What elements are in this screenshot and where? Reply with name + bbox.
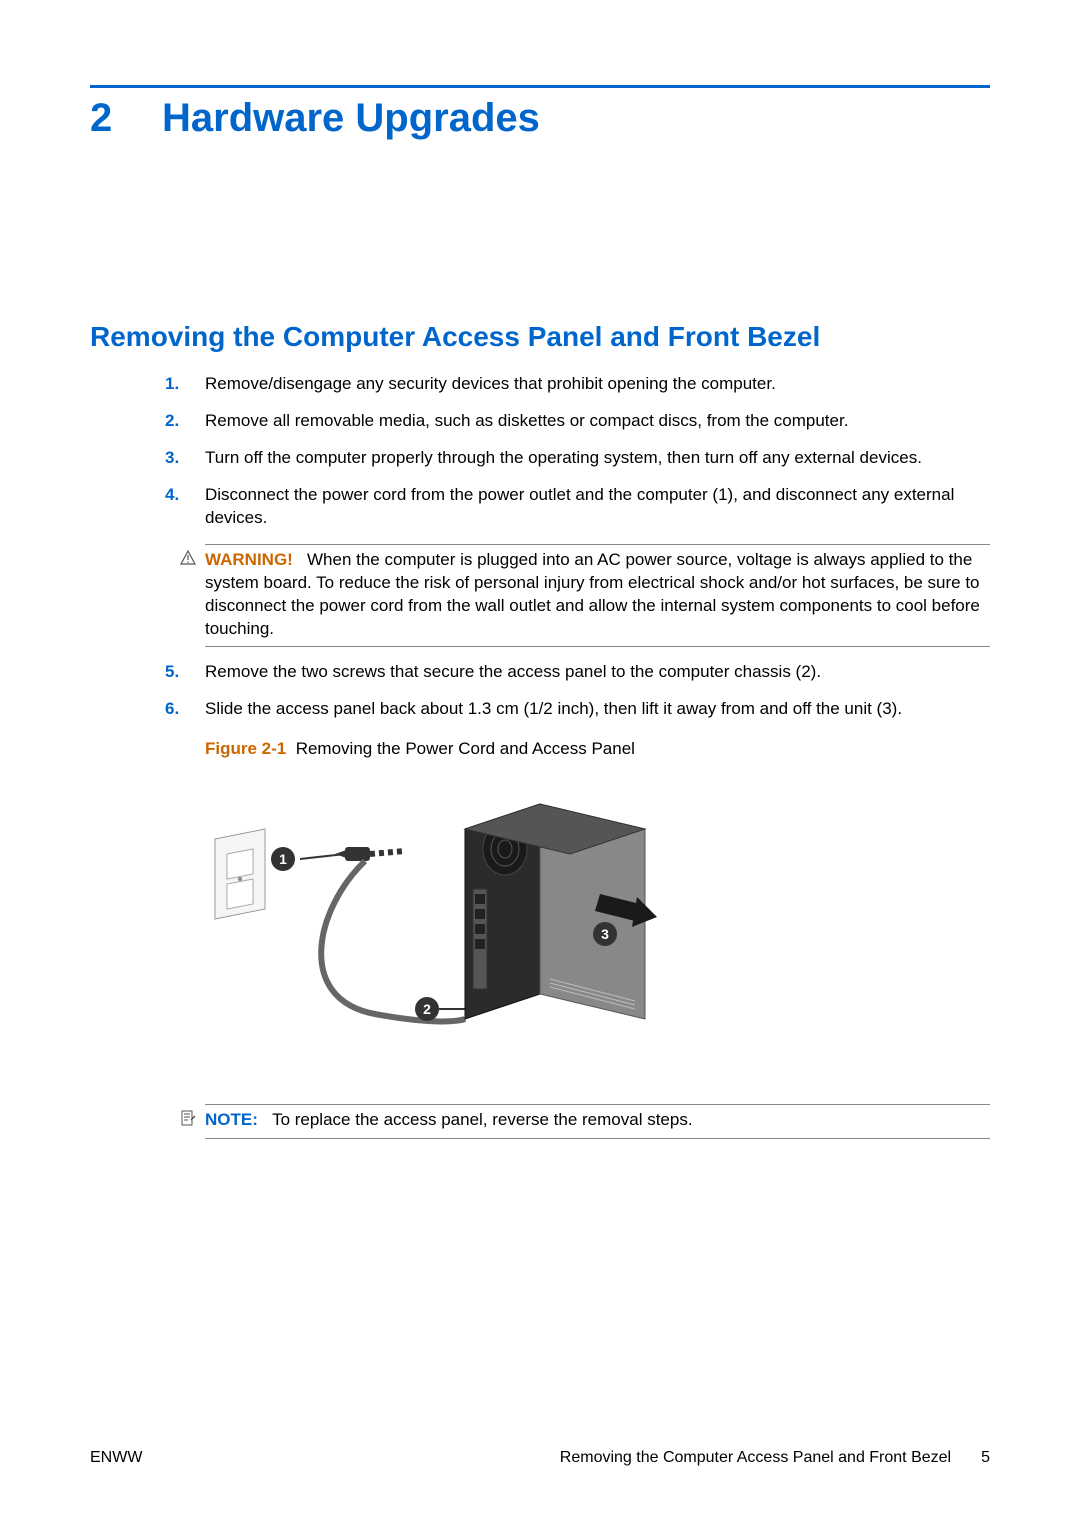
warning-content: WARNING! When the computer is plugged in… — [205, 544, 990, 648]
figure-caption-text: Removing the Power Cord and Access Panel — [296, 739, 635, 758]
step-text: Turn off the computer properly through t… — [205, 447, 990, 470]
step-item: 6. Slide the access panel back about 1.3… — [165, 698, 990, 721]
footer-section-ref: Removing the Computer Access Panel and F… — [560, 1449, 951, 1467]
footer-left: ENWW — [90, 1449, 142, 1467]
note-label: NOTE: — [205, 1110, 258, 1129]
figure-label: Figure 2-1 — [205, 739, 286, 758]
chapter-heading: 2 Hardware Upgrades — [90, 96, 990, 141]
step-text: Slide the access panel back about 1.3 cm… — [205, 698, 990, 721]
note-text: To replace the access panel, reverse the… — [272, 1110, 693, 1129]
step-number: 1. — [165, 373, 205, 396]
step-text: Disconnect the power cord from the power… — [205, 484, 990, 530]
warning-text: When the computer is plugged into an AC … — [205, 550, 980, 638]
step-item: 1. Remove/disengage any security devices… — [165, 373, 990, 396]
step-item: 5. Remove the two screws that secure the… — [165, 661, 990, 684]
step-text: Remove the two screws that secure the ac… — [205, 661, 990, 684]
chapter-title: Hardware Upgrades — [162, 96, 540, 141]
figure-illustration: 1 2 — [205, 769, 685, 1044]
step-number: 4. — [165, 484, 205, 530]
step-number: 6. — [165, 698, 205, 721]
note-content: NOTE: To replace the access panel, rever… — [205, 1104, 990, 1139]
note-icon — [180, 1104, 205, 1131]
warning-icon — [180, 544, 205, 571]
footer-right: Removing the Computer Access Panel and F… — [560, 1449, 990, 1467]
step-number: 2. — [165, 410, 205, 433]
warning-box: WARNING! When the computer is plugged in… — [180, 544, 990, 648]
steps-list: 1. Remove/disengage any security devices… — [90, 373, 990, 530]
steps-list-continued: 5. Remove the two screws that secure the… — [90, 661, 990, 721]
figure-callout-1: 1 — [279, 851, 287, 867]
section-heading: Removing the Computer Access Panel and F… — [90, 321, 990, 353]
warning-label: WARNING! — [205, 550, 293, 569]
figure-caption: Figure 2-1 Removing the Power Cord and A… — [205, 739, 990, 759]
step-number: 3. — [165, 447, 205, 470]
step-item: 2. Remove all removable media, such as d… — [165, 410, 990, 433]
figure-callout-3: 3 — [601, 926, 609, 942]
page-footer: ENWW Removing the Computer Access Panel … — [90, 1449, 990, 1467]
step-text: Remove/disengage any security devices th… — [205, 373, 990, 396]
footer-page-number: 5 — [981, 1449, 990, 1467]
step-item: 4. Disconnect the power cord from the po… — [165, 484, 990, 530]
note-box: NOTE: To replace the access panel, rever… — [180, 1104, 990, 1139]
step-item: 3. Turn off the computer properly throug… — [165, 447, 990, 470]
chapter-number: 2 — [90, 96, 162, 141]
figure-callout-2: 2 — [423, 1001, 431, 1017]
step-number: 5. — [165, 661, 205, 684]
top-horizontal-rule — [90, 85, 990, 88]
step-text: Remove all removable media, such as disk… — [205, 410, 990, 433]
